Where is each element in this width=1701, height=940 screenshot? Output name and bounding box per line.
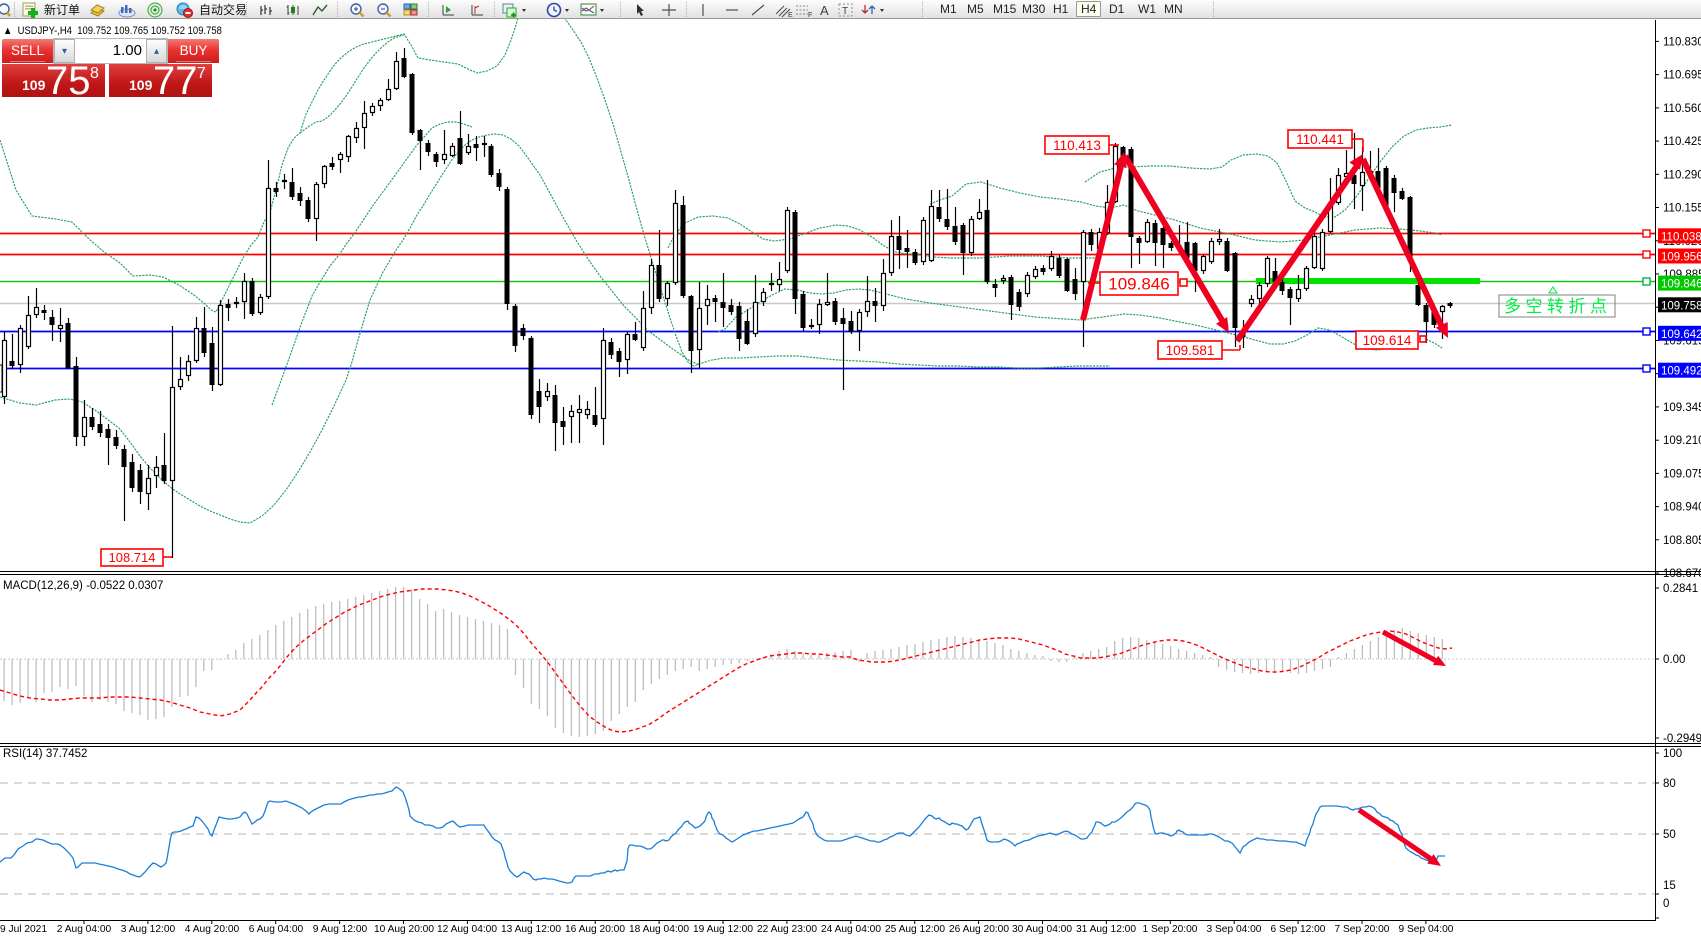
svg-text:80: 80 <box>1663 778 1676 790</box>
svg-text:110.038: 110.038 <box>1661 231 1701 243</box>
svg-text:108.670: 108.670 <box>1663 568 1701 580</box>
svg-text:F: F <box>808 12 812 18</box>
svg-text:9 Jul 2021: 9 Jul 2021 <box>0 924 47 935</box>
svg-text:2 Aug 04:00: 2 Aug 04:00 <box>57 924 112 935</box>
svg-text:110.441: 110.441 <box>1296 132 1344 147</box>
svg-text:100: 100 <box>1663 748 1682 760</box>
svg-text:108.805: 108.805 <box>1663 535 1701 547</box>
svg-text:T: T <box>842 6 848 17</box>
svg-text:109.614: 109.614 <box>1363 333 1412 348</box>
svg-text:109.075: 109.075 <box>1663 468 1701 480</box>
svg-text:110.695: 110.695 <box>1663 70 1701 82</box>
svg-text:109.345: 109.345 <box>1663 402 1701 414</box>
svg-text:4 Aug 20:00: 4 Aug 20:00 <box>185 924 240 935</box>
svg-text:50: 50 <box>1663 829 1676 841</box>
svg-text:7 Sep 20:00: 7 Sep 20:00 <box>1335 924 1390 935</box>
svg-text:3 Aug 12:00: 3 Aug 12:00 <box>121 924 176 935</box>
svg-text:12 Aug 04:00: 12 Aug 04:00 <box>437 924 497 935</box>
svg-text:110.413: 110.413 <box>1053 138 1101 153</box>
svg-text:0.2841: 0.2841 <box>1663 583 1698 595</box>
svg-text:9 Sep 04:00: 9 Sep 04:00 <box>1399 924 1454 935</box>
svg-text:3 Sep 04:00: 3 Sep 04:00 <box>1207 924 1262 935</box>
svg-text:6 Aug 04:00: 6 Aug 04:00 <box>249 924 304 935</box>
svg-text:1 Sep 20:00: 1 Sep 20:00 <box>1143 924 1198 935</box>
svg-text:108.714: 108.714 <box>109 550 156 565</box>
svg-text:6 Sep 12:00: 6 Sep 12:00 <box>1271 924 1326 935</box>
svg-text:E: E <box>788 12 793 18</box>
svg-text:109.642: 109.642 <box>1661 329 1701 341</box>
svg-text:多空转折点: 多空转折点 <box>1504 297 1612 316</box>
svg-text:0.00: 0.00 <box>1663 654 1685 666</box>
svg-text:9 Aug 12:00: 9 Aug 12:00 <box>313 924 368 935</box>
svg-text:22 Aug 23:00: 22 Aug 23:00 <box>757 924 817 935</box>
svg-text:25 Aug 12:00: 25 Aug 12:00 <box>885 924 945 935</box>
svg-text:109.581: 109.581 <box>1166 343 1215 358</box>
svg-text:-0.2949: -0.2949 <box>1663 733 1701 745</box>
svg-text:110.560: 110.560 <box>1663 103 1701 115</box>
svg-text:110.290: 110.290 <box>1663 169 1701 181</box>
svg-text:0: 0 <box>1663 898 1669 910</box>
svg-text:13 Aug 12:00: 13 Aug 12:00 <box>501 924 561 935</box>
svg-text:15: 15 <box>1663 880 1676 892</box>
svg-text:MACD(12,26,9) -0.0522 0.0307: MACD(12,26,9) -0.0522 0.0307 <box>3 580 163 592</box>
svg-text:109.846: 109.846 <box>1108 275 1169 294</box>
svg-text:108.940: 108.940 <box>1663 502 1701 514</box>
svg-text:31 Aug 12:00: 31 Aug 12:00 <box>1076 924 1136 935</box>
svg-text:10 Aug 20:00: 10 Aug 20:00 <box>374 924 434 935</box>
svg-text:109.956: 109.956 <box>1661 252 1701 264</box>
svg-text:24 Aug 04:00: 24 Aug 04:00 <box>821 924 881 935</box>
svg-text:109.758: 109.758 <box>1661 300 1701 312</box>
svg-text:19 Aug 12:00: 19 Aug 12:00 <box>693 924 753 935</box>
svg-text:109.846: 109.846 <box>1661 279 1701 291</box>
svg-text:RSI(14) 37.7452: RSI(14) 37.7452 <box>3 748 87 760</box>
svg-text:110.155: 110.155 <box>1663 203 1701 215</box>
svg-text:110.425: 110.425 <box>1663 136 1701 148</box>
svg-text:18 Aug 04:00: 18 Aug 04:00 <box>629 924 689 935</box>
svg-text:26 Aug 20:00: 26 Aug 20:00 <box>949 924 1009 935</box>
svg-text:110.830: 110.830 <box>1663 36 1701 48</box>
svg-text:109.210: 109.210 <box>1663 435 1701 447</box>
svg-text:A: A <box>820 3 829 18</box>
svg-text:109.492: 109.492 <box>1661 366 1701 378</box>
svg-text:16 Aug 20:00: 16 Aug 20:00 <box>565 924 625 935</box>
svg-text:30 Aug 04:00: 30 Aug 04:00 <box>1012 924 1072 935</box>
